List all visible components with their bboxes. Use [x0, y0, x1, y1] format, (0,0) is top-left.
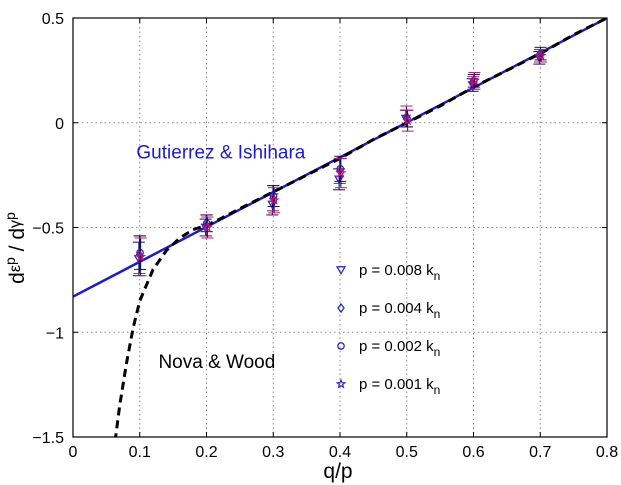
legend-label-subscript: n	[434, 345, 441, 359]
x-tick-label: 0	[69, 444, 78, 461]
y-tick-label: 0.5	[42, 11, 64, 28]
y-tick-label: 0	[55, 116, 64, 133]
legend-marker-diamond	[337, 302, 345, 314]
y-axis-label-d: d	[6, 272, 29, 284]
y-axis-label-sup2: p	[2, 212, 18, 220]
legend-label-text: p = 0.008 k	[359, 262, 434, 279]
legend-label-text: p = 0.001 k	[359, 376, 434, 393]
x-tick-label: 0.1	[129, 444, 151, 461]
grid	[73, 18, 607, 437]
annotations: Gutierrez & Ishihara Nova & Wood	[136, 142, 305, 372]
y-tick-label: −1	[46, 325, 64, 342]
y-axis-label-epsilon: ε	[7, 265, 24, 272]
x-tick-label: 0.5	[396, 444, 418, 461]
axes	[72, 17, 608, 438]
data-point-star	[468, 75, 480, 86]
x-tick-label: 0.4	[329, 444, 351, 461]
legend-marker-triangle-down	[335, 266, 347, 275]
y-axis-label: dεp / dγp	[2, 212, 29, 284]
x-tick-label: 0.7	[529, 444, 551, 461]
nova-wood-label: Nova & Wood	[158, 352, 275, 373]
legend: p = 0.008 knp = 0.004 knp = 0.002 knp = …	[335, 262, 440, 397]
data-point-circle	[403, 114, 411, 123]
y-axis-label-d2: d	[6, 228, 29, 240]
x-tick-label: 0.3	[262, 444, 284, 461]
legend-label-subscript: n	[434, 269, 441, 283]
legend-marker-circle	[337, 342, 345, 350]
y-tick-label: −1.5	[32, 430, 64, 447]
y-axis-label-gamma: γ	[7, 220, 24, 228]
data-point-star	[135, 250, 147, 262]
x-tick-label: 0.6	[462, 444, 484, 461]
nova-wood-curve	[114, 18, 607, 437]
data-point-star	[201, 221, 213, 233]
data-points	[132, 46, 548, 277]
legend-label-subscript: n	[434, 307, 441, 321]
data-point-star	[402, 114, 414, 126]
legend-label: p = 0.008 kn	[359, 262, 440, 283]
data-point-circle	[536, 49, 545, 58]
y-tick-label: −0.5	[32, 221, 64, 238]
legend-label: p = 0.001 kn	[359, 376, 440, 397]
data-point-star	[268, 194, 280, 205]
legend-label-text: p = 0.002 k	[359, 338, 434, 355]
x-axis-label: q/p	[323, 460, 352, 483]
data-point-star	[335, 167, 347, 178]
legend-label-subscript: n	[434, 383, 441, 397]
y-axis-label-sup1: p	[2, 257, 18, 265]
x-tick-label: 0.8	[596, 444, 618, 461]
y-axis-label-separator: /	[6, 240, 29, 258]
tick-labels: 0 0.1 0.2 0.3 0.4 0.5 0.6 0.7 0.8 0.5 0 −0.5 −1 −1.5	[32, 11, 618, 461]
data-point-star	[535, 49, 547, 61]
legend-label-text: p = 0.004 k	[359, 300, 434, 317]
legend-label: p = 0.004 kn	[359, 300, 440, 321]
legend-marker-star	[335, 378, 347, 389]
x-tick-label: 0.2	[195, 444, 217, 461]
legend-label: p = 0.002 kn	[359, 338, 440, 359]
gutierrez-ishihara-label: Gutierrez & Ishihara	[136, 142, 305, 163]
